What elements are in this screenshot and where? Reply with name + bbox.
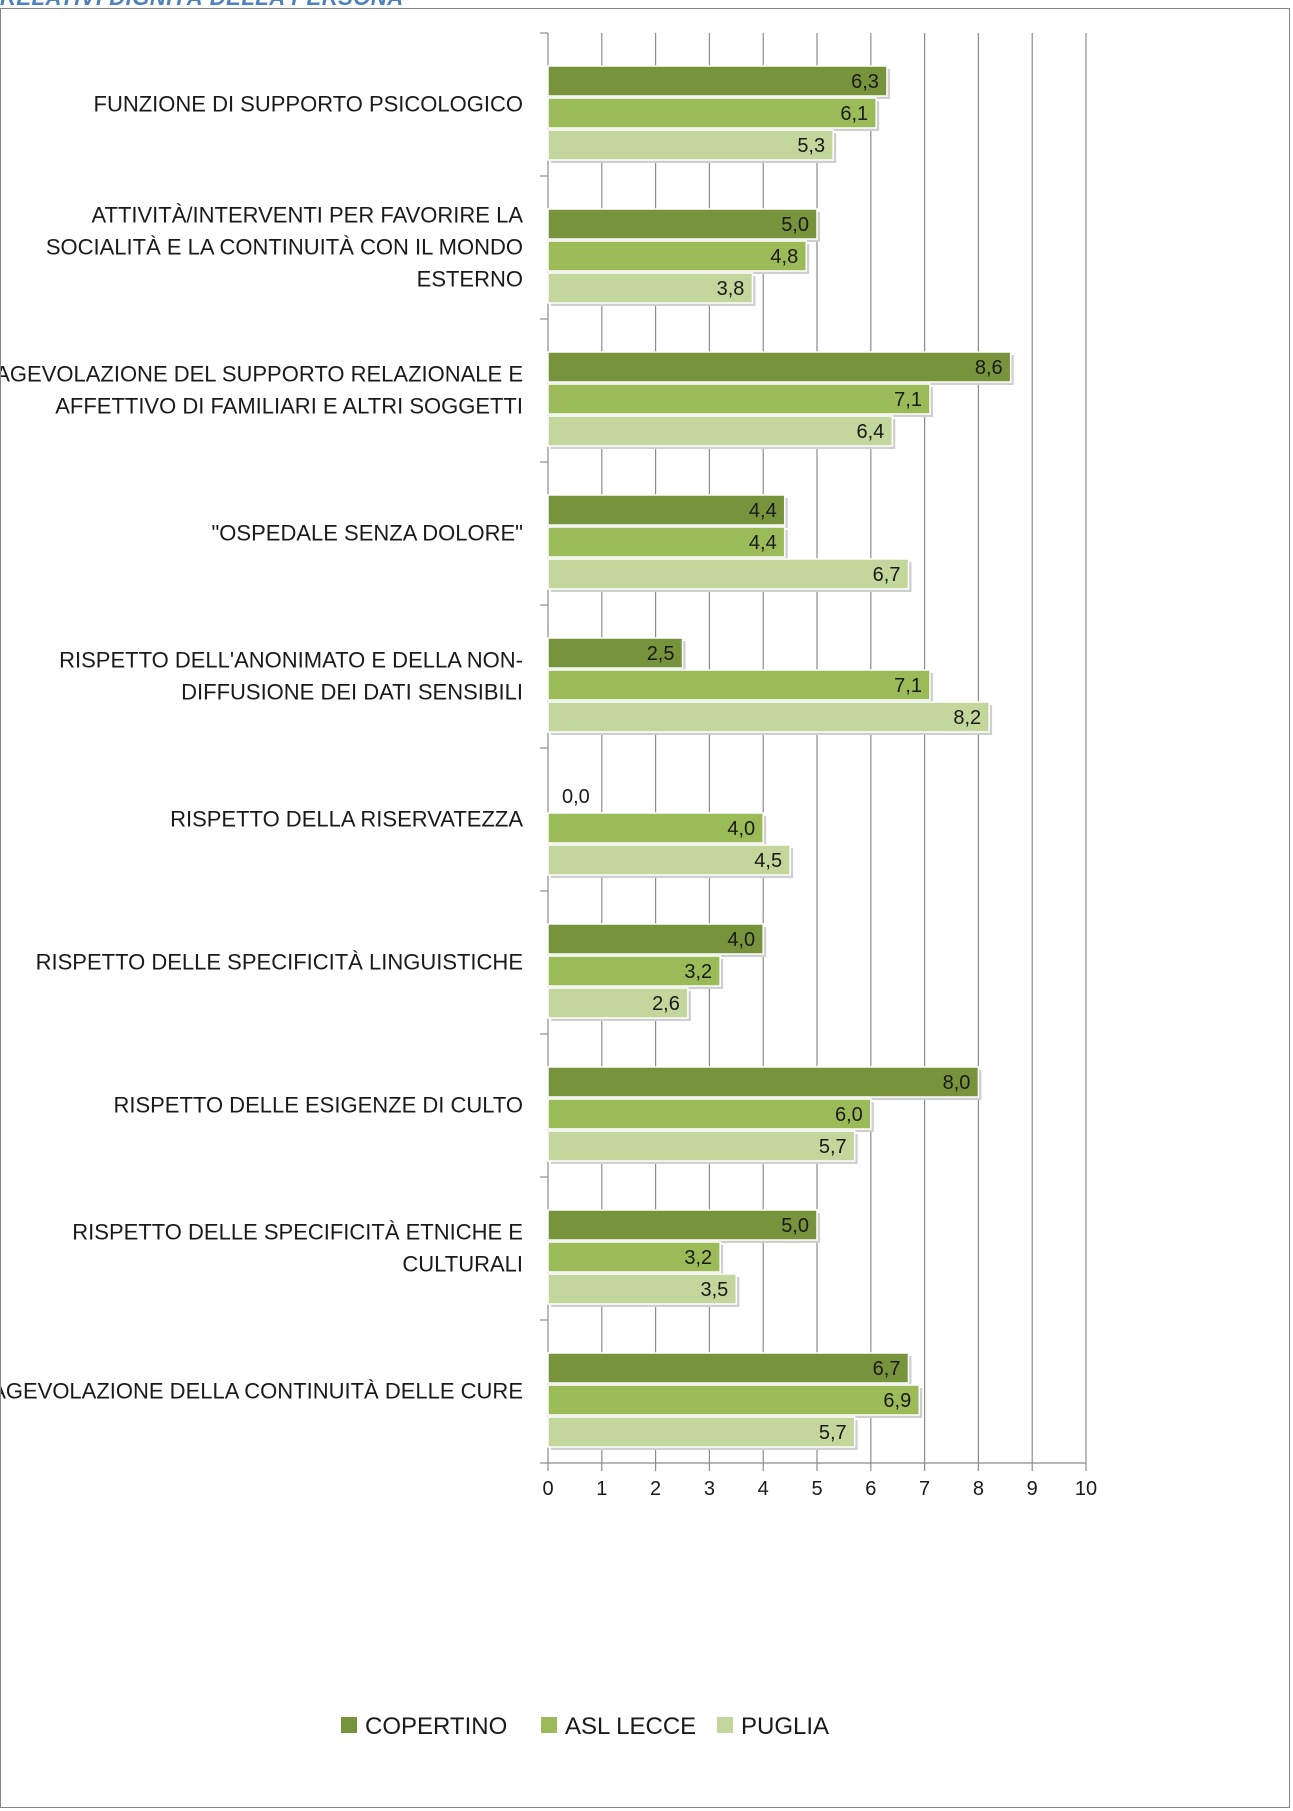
data-label: 5,0 [781, 1215, 809, 1237]
data-label: 6,4 [857, 421, 885, 443]
data-label: 5,0 [781, 214, 809, 236]
data-label: 3,5 [700, 1279, 728, 1301]
legend-swatch [341, 1717, 357, 1733]
data-label: 4,5 [754, 850, 782, 872]
tick-label: 9 [1027, 1478, 1038, 1500]
data-label: 8,2 [953, 707, 981, 729]
tick-label: 1 [596, 1478, 607, 1500]
data-label: 6,1 [840, 103, 868, 125]
bar [547, 812, 764, 844]
data-label: 6,9 [883, 1390, 911, 1412]
data-label: 5,3 [797, 135, 825, 157]
data-label: 6,7 [873, 1358, 901, 1380]
category-label: AGEVOLAZIONE DELLA CONTINUITÀ DELLE CURE [1, 1379, 523, 1404]
data-label: 4,0 [727, 818, 755, 840]
tick-label: 6 [865, 1478, 876, 1500]
tick-label: 5 [811, 1478, 822, 1500]
data-label: 6,7 [873, 564, 901, 586]
category-label: AFFETTIVO DI FAMILIARI E ALTRI SOGGETTI [55, 394, 523, 419]
bar [547, 1273, 738, 1305]
category-label: FUNZIONE DI SUPPORTO PSICOLOGICO [94, 92, 523, 117]
bar [547, 240, 807, 272]
bar [547, 494, 786, 526]
bar [547, 351, 1012, 383]
bar [547, 1384, 920, 1416]
category-label: RISPETTO DELLE SPECIFICITÀ ETNICHE E [72, 1220, 523, 1245]
category-label: AGEVOLAZIONE DEL SUPPORTO RELAZIONALE E [1, 362, 523, 387]
legend-label: COPERTINO [365, 1713, 507, 1740]
bar [547, 97, 877, 129]
data-label: 4,4 [749, 532, 777, 554]
bar [547, 637, 684, 669]
bar [547, 272, 754, 304]
bar [547, 1098, 872, 1130]
bar [547, 844, 791, 876]
bar [547, 129, 834, 161]
tick-label: 2 [650, 1478, 661, 1500]
category-label: "OSPEDALE SENZA DOLORE" [212, 521, 524, 546]
data-label: 4,0 [727, 929, 755, 951]
tick-label: 3 [704, 1478, 715, 1500]
bar [547, 526, 786, 558]
tick-label: 4 [758, 1478, 769, 1500]
data-label: 5,7 [819, 1422, 847, 1444]
data-label: 3,2 [684, 961, 712, 983]
tick-label: 10 [1075, 1478, 1097, 1500]
data-label: 7,1 [894, 389, 922, 411]
category-label: CULTURALI [402, 1252, 523, 1277]
data-label: 4,8 [770, 246, 798, 268]
bar [547, 701, 990, 733]
bar [547, 65, 888, 97]
bar [547, 415, 894, 447]
chart-frame: 0 1 2 3 4 5 6 7 8 9 10 6,3 6,1 5,3 FUNZIONE DI SUPPORT… [0, 8, 1290, 1808]
category-label: RISPETTO DELLE SPECIFICITÀ LINGUISTICHE [36, 950, 523, 975]
category-label: RISPETTO DELLE ESIGENZE DI CULTO [113, 1093, 523, 1118]
legend-swatch [541, 1717, 557, 1733]
data-label: 3,8 [717, 278, 745, 300]
bar [547, 1416, 856, 1448]
bar [547, 955, 721, 987]
bar [547, 1352, 910, 1384]
data-label: 6,0 [835, 1104, 863, 1126]
category-label: RISPETTO DELLA RISERVATEZZA [170, 807, 523, 832]
data-label: 0,0 [562, 786, 590, 808]
category-label: DIFFUSIONE DEI DATI SENSIBILI [181, 680, 523, 705]
legend-swatch [717, 1717, 733, 1733]
tick-label: 7 [919, 1478, 930, 1500]
legend-label: PUGLIA [741, 1713, 829, 1740]
data-label: 6,3 [851, 71, 879, 93]
category-label: SOCIALITÀ E LA CONTINUITÀ CON IL MONDO [46, 235, 523, 260]
tick-label: 0 [542, 1478, 553, 1500]
bar [547, 987, 689, 1019]
data-label: 2,5 [647, 643, 675, 665]
bar [547, 1066, 980, 1098]
bar-chart: 0 1 2 3 4 5 6 7 8 9 10 6,3 6,1 5,3 FUNZIONE DI SUPPORT… [1, 32, 1097, 1740]
bar [547, 1241, 721, 1273]
category-label: RISPETTO DELL'ANONIMATO E DELLA NON- [59, 648, 523, 673]
bar [547, 1209, 818, 1241]
page-title: RELATIVI DIGNITÀ DELLA PERSONA [0, 0, 404, 10]
data-label: 3,2 [684, 1247, 712, 1269]
bar [547, 669, 931, 701]
data-label: 2,6 [652, 993, 680, 1015]
bar [547, 923, 764, 955]
category-label: ATTIVITÀ/INTERVENTI PER FAVORIRE LA [91, 203, 523, 228]
category-label: ESTERNO [417, 267, 523, 292]
tick-label: 8 [973, 1478, 984, 1500]
bar [547, 383, 931, 415]
legend-label: ASL LECCE [565, 1713, 696, 1740]
data-label: 7,1 [894, 675, 922, 697]
bar [547, 1130, 856, 1162]
data-label: 4,4 [749, 500, 777, 522]
bar [547, 558, 910, 590]
data-label: 5,7 [819, 1136, 847, 1158]
data-label: 8,0 [943, 1072, 971, 1094]
data-label: 8,6 [975, 357, 1003, 379]
bar [547, 208, 818, 240]
